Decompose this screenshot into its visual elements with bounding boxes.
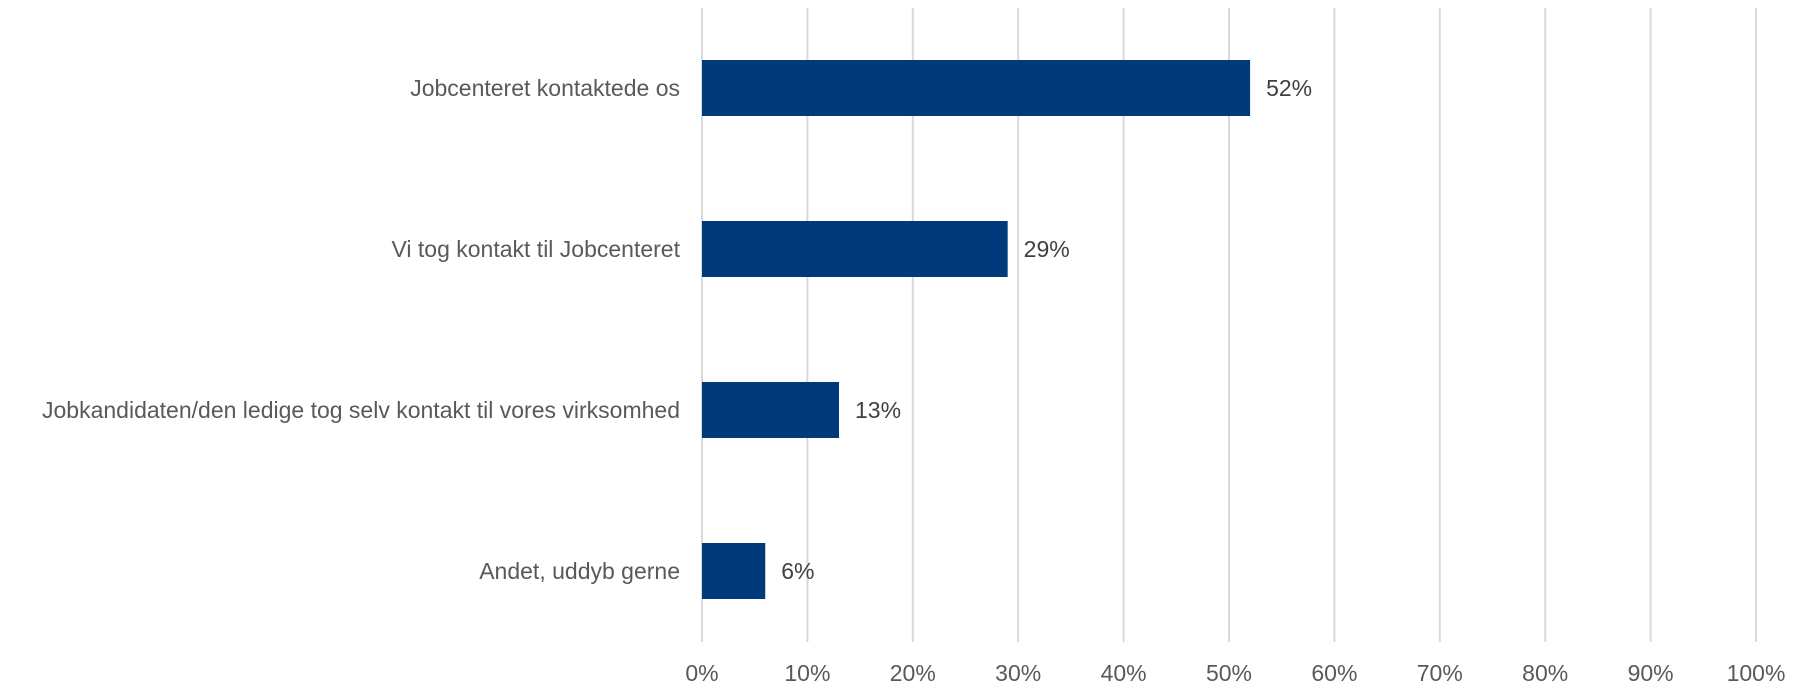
tick-label-0: 0% xyxy=(685,660,718,686)
value-labels: 52% 29% 13% 6% xyxy=(781,75,1312,584)
category-label-2: Vi tog kontakt til Jobcenteret xyxy=(391,236,680,262)
data-label-2: 29% xyxy=(1024,236,1070,262)
tick-label-10: 10% xyxy=(784,660,830,686)
category-label-1: Jobcenteret kontaktede os xyxy=(410,75,680,101)
tick-label-50: 50% xyxy=(1206,660,1252,686)
category-label-4: Andet, uddyb gerne xyxy=(479,558,680,584)
x-axis-tick-labels: 0% 10% 20% 30% 40% 50% 60% 70% 80% 90% 100% xyxy=(685,660,1785,686)
data-label-1: 52% xyxy=(1266,75,1312,101)
data-label-4: 6% xyxy=(781,558,814,584)
category-labels: Jobcenteret kontaktede os Vi tog kontakt … xyxy=(42,75,681,584)
bar-3 xyxy=(702,382,840,438)
tick-label-40: 40% xyxy=(1101,660,1147,686)
tick-label-60: 60% xyxy=(1311,660,1357,686)
bar-2 xyxy=(702,221,1008,277)
tick-label-20: 20% xyxy=(890,660,936,686)
category-label-3: Jobkandidaten/den ledige tog selv kontak… xyxy=(42,397,680,423)
bar-1 xyxy=(702,60,1251,116)
tick-label-80: 80% xyxy=(1522,660,1568,686)
tick-label-70: 70% xyxy=(1417,660,1463,686)
tick-label-30: 30% xyxy=(995,660,1041,686)
tick-label-90: 90% xyxy=(1628,660,1674,686)
bars xyxy=(702,60,1251,599)
tick-label-100: 100% xyxy=(1727,660,1786,686)
data-label-3: 13% xyxy=(855,397,901,423)
bar-4 xyxy=(702,543,766,599)
